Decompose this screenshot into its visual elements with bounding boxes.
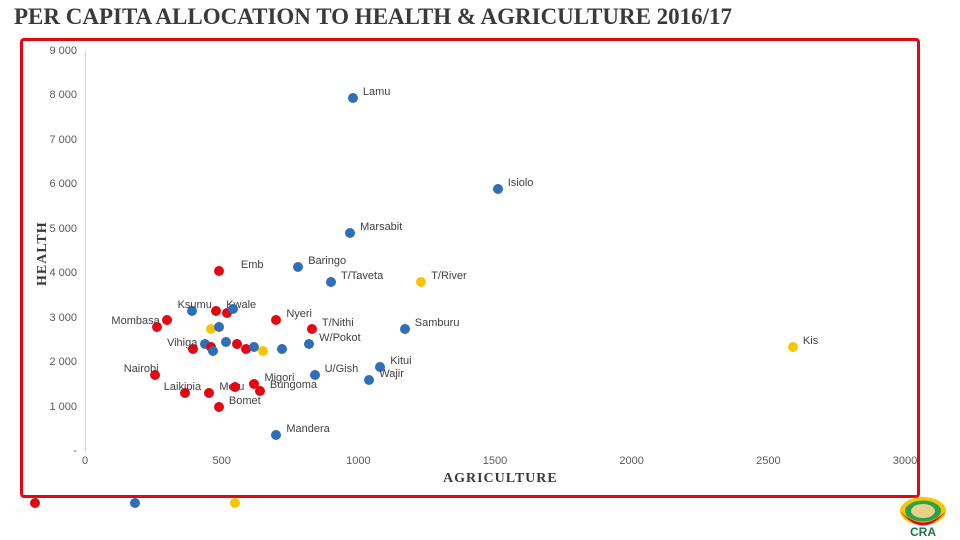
- legend-dot: [230, 498, 240, 508]
- data-point-label: Vihiga: [167, 337, 197, 349]
- data-point: [271, 315, 281, 325]
- logo-text: CRA: [910, 525, 936, 538]
- data-point: [345, 228, 355, 238]
- data-point: [214, 402, 224, 412]
- data-point-label: Marsabit: [360, 221, 402, 233]
- data-point-label: Kitui: [390, 355, 411, 367]
- data-point: [230, 382, 240, 392]
- data-point: [277, 344, 287, 354]
- x-tick: 3000: [893, 455, 917, 467]
- data-point-label: Baringo: [308, 255, 346, 267]
- data-point: [493, 184, 503, 194]
- data-point-label: Mombasa: [111, 315, 159, 327]
- data-point-label: T/Taveta: [341, 270, 383, 282]
- data-point: [400, 324, 410, 334]
- data-point-label: Laikipia: [164, 381, 201, 393]
- chart-frame: -1 0002 0003 0004 0005 0006 0007 0008 00…: [20, 38, 920, 498]
- chart-title: PER CAPITA ALLOCATION TO HEALTH & AGRICU…: [14, 4, 732, 30]
- data-point-label: U/Gish: [325, 363, 359, 375]
- data-point-label: Nyeri: [286, 308, 312, 320]
- y-tick: -: [29, 445, 77, 457]
- data-point: [364, 375, 374, 385]
- data-point: [221, 337, 231, 347]
- data-point-label: Bomet: [229, 395, 261, 407]
- data-point: [228, 304, 238, 314]
- data-point-label: Isiolo: [508, 177, 534, 189]
- y-tick: 3 000: [29, 312, 77, 324]
- x-axis-label: AGRICULTURE: [443, 471, 558, 487]
- y-axis-label: HEALTH: [35, 221, 51, 286]
- data-point-label: T/River: [431, 270, 466, 282]
- data-point: [326, 277, 336, 287]
- x-tick: 2500: [756, 455, 780, 467]
- data-point: [307, 324, 317, 334]
- x-tick: 0: [82, 455, 88, 467]
- legend-dot: [130, 498, 140, 508]
- data-point-label: T/Nithi: [322, 317, 354, 329]
- data-point: [208, 346, 218, 356]
- data-point: [293, 262, 303, 272]
- x-tick: 1500: [483, 455, 507, 467]
- data-point-label: Wajir: [379, 368, 404, 380]
- data-point-label: Kis: [803, 335, 818, 347]
- data-point-label: Lamu: [363, 86, 391, 98]
- data-point-label: Mandera: [286, 423, 329, 435]
- legend-dot: [30, 498, 40, 508]
- data-point-label: Samburu: [415, 317, 460, 329]
- y-tick: 7 000: [29, 134, 77, 146]
- data-point-label: W/Pokot: [319, 332, 361, 344]
- legend: [30, 498, 240, 508]
- data-point: [214, 322, 224, 332]
- y-tick: 2 000: [29, 356, 77, 368]
- x-tick: 2000: [619, 455, 643, 467]
- data-point: [416, 277, 426, 287]
- data-point: [348, 93, 358, 103]
- plot-area: Lamu Isiolo Marsabit Emb Baringo T/Taveta T/Ri…: [85, 51, 905, 451]
- data-point: [304, 339, 314, 349]
- data-point: [271, 430, 281, 440]
- data-point-label: Ksumu: [178, 299, 212, 311]
- x-tick: 1000: [346, 455, 370, 467]
- data-point-label: Nairobi: [124, 363, 159, 375]
- y-tick: 6 000: [29, 178, 77, 190]
- data-point: [788, 342, 798, 352]
- data-point: [214, 266, 224, 276]
- data-point-label: Bungoma: [270, 379, 317, 391]
- data-point: [258, 346, 268, 356]
- x-tick: 500: [212, 455, 230, 467]
- y-tick: 1 000: [29, 401, 77, 413]
- data-point: [162, 315, 172, 325]
- data-point: [232, 339, 242, 349]
- data-point: [211, 306, 221, 316]
- data-point: [204, 388, 214, 398]
- data-point-label: Emb: [241, 259, 264, 271]
- y-tick: 9 000: [29, 45, 77, 57]
- cra-logo: CRA: [890, 494, 956, 538]
- y-tick: 8 000: [29, 89, 77, 101]
